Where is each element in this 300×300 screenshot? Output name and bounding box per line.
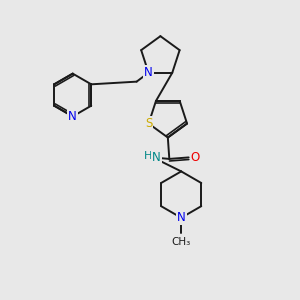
Text: N: N [144,66,153,79]
Text: N: N [68,110,77,123]
Text: O: O [190,151,200,164]
Text: N: N [177,211,186,224]
Text: CH₃: CH₃ [172,237,191,247]
Text: S: S [145,117,152,130]
Text: N: N [152,151,161,164]
Text: H: H [143,151,152,161]
